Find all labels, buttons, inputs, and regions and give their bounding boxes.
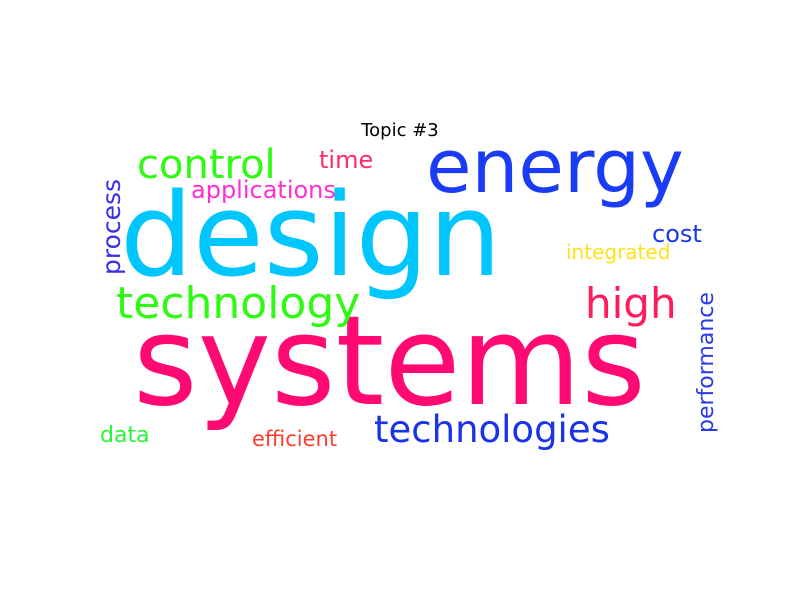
word-time: time — [319, 146, 374, 174]
word-process: process — [97, 178, 126, 275]
word-cost-horizontal: cost — [652, 220, 702, 248]
word-performance: performance — [694, 292, 719, 433]
word-integrated: integrated — [566, 240, 671, 264]
word-design: design — [120, 169, 502, 303]
word-control: control — [137, 142, 276, 188]
word-technologies: technologies — [374, 408, 610, 451]
word-applications: applications — [191, 176, 336, 204]
word-efficient: efficient — [252, 427, 338, 451]
word-technology: technology — [116, 278, 361, 329]
word-data: data — [100, 423, 150, 448]
word-systems: systems — [133, 290, 646, 434]
word-energy: energy — [426, 124, 684, 210]
word-cloud: systems design energy technology control… — [96, 130, 724, 459]
page-title: Topic #3 — [361, 120, 439, 141]
word-high: high — [585, 279, 677, 328]
